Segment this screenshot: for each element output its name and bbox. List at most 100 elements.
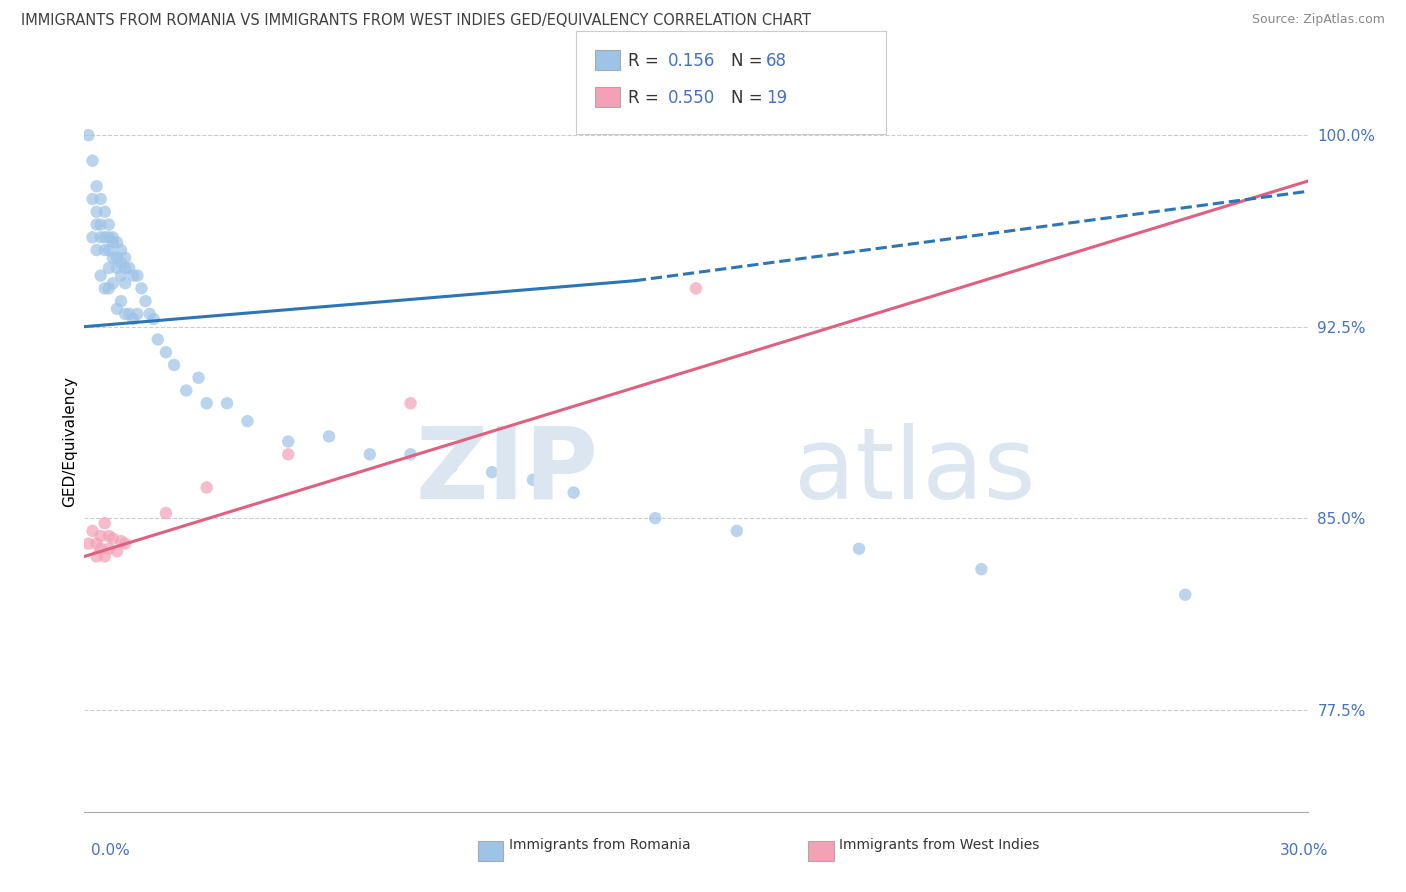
Point	[155, 345, 177, 359]
Point	[101, 251, 124, 265]
Point	[86, 204, 108, 219]
Text: R =: R =	[628, 52, 669, 70]
Point	[82, 524, 104, 538]
Text: 19: 19	[766, 89, 787, 107]
Point	[101, 235, 124, 250]
Point	[195, 481, 218, 495]
Point	[110, 268, 132, 283]
Point	[127, 268, 149, 283]
Point	[1174, 588, 1197, 602]
Point	[90, 268, 112, 283]
Point	[90, 230, 112, 244]
Point	[97, 281, 120, 295]
Point	[131, 281, 153, 295]
Text: Immigrants from West Indies: Immigrants from West Indies	[839, 838, 1040, 853]
Point	[138, 307, 160, 321]
Point	[105, 260, 128, 275]
Point	[110, 294, 132, 309]
Point	[122, 268, 145, 283]
Point	[97, 243, 120, 257]
Text: R =: R =	[628, 89, 669, 107]
Point	[122, 312, 145, 326]
Point	[114, 536, 136, 550]
Point	[970, 562, 993, 576]
Point	[110, 243, 132, 257]
Point	[114, 277, 136, 291]
Point	[399, 396, 422, 410]
Point	[97, 218, 120, 232]
Point	[236, 414, 259, 428]
Point	[644, 511, 666, 525]
Text: Source: ZipAtlas.com: Source: ZipAtlas.com	[1251, 13, 1385, 27]
Point	[93, 549, 115, 564]
Text: N =: N =	[731, 89, 768, 107]
Point	[86, 218, 108, 232]
Point	[155, 506, 177, 520]
Point	[146, 333, 169, 347]
Point	[97, 541, 120, 556]
Point	[217, 396, 239, 410]
Point	[82, 192, 104, 206]
Text: 0.0%: 0.0%	[91, 843, 131, 858]
Point	[114, 260, 136, 275]
Point	[90, 529, 112, 543]
Point	[101, 277, 124, 291]
Text: ZIP: ZIP	[415, 423, 598, 520]
Point	[163, 358, 186, 372]
Point	[90, 218, 112, 232]
Point	[77, 128, 100, 143]
Point	[86, 243, 108, 257]
Point	[440, 460, 463, 475]
Text: IMMIGRANTS FROM ROMANIA VS IMMIGRANTS FROM WEST INDIES GED/EQUIVALENCY CORRELATI: IMMIGRANTS FROM ROMANIA VS IMMIGRANTS FR…	[21, 13, 811, 29]
Point	[277, 434, 299, 449]
Point	[725, 524, 748, 538]
Point	[97, 230, 120, 244]
Point	[318, 429, 340, 443]
Point	[86, 549, 108, 564]
Text: Immigrants from Romania: Immigrants from Romania	[509, 838, 690, 853]
Point	[135, 294, 157, 309]
Point	[105, 235, 128, 250]
Point	[105, 544, 128, 558]
Point	[399, 447, 422, 461]
Point	[93, 243, 115, 257]
Point	[114, 307, 136, 321]
Point	[685, 281, 707, 295]
Point	[90, 192, 112, 206]
Y-axis label: GED/Equivalency: GED/Equivalency	[62, 376, 77, 507]
Point	[93, 204, 115, 219]
Point	[82, 153, 104, 168]
Point	[142, 312, 165, 326]
Point	[562, 485, 585, 500]
Text: 68: 68	[766, 52, 787, 70]
Point	[187, 370, 209, 384]
Point	[174, 384, 197, 398]
Point	[114, 251, 136, 265]
Point	[105, 301, 128, 316]
Point	[77, 536, 100, 550]
Point	[93, 281, 115, 295]
Point	[359, 447, 381, 461]
Text: N =: N =	[731, 52, 768, 70]
Point	[110, 534, 132, 549]
Point	[86, 179, 108, 194]
Point	[101, 532, 124, 546]
Point	[97, 529, 120, 543]
Point	[93, 230, 115, 244]
Point	[481, 465, 503, 479]
Point	[82, 230, 104, 244]
Point	[110, 256, 132, 270]
Point	[195, 396, 218, 410]
Text: 0.550: 0.550	[668, 89, 716, 107]
Point	[90, 541, 112, 556]
Text: 30.0%: 30.0%	[1281, 843, 1329, 858]
Point	[118, 307, 141, 321]
Text: atlas: atlas	[794, 423, 1035, 520]
Point	[127, 307, 149, 321]
Point	[118, 260, 141, 275]
Point	[101, 230, 124, 244]
Point	[86, 536, 108, 550]
Point	[97, 260, 120, 275]
Point	[105, 251, 128, 265]
Point	[277, 447, 299, 461]
